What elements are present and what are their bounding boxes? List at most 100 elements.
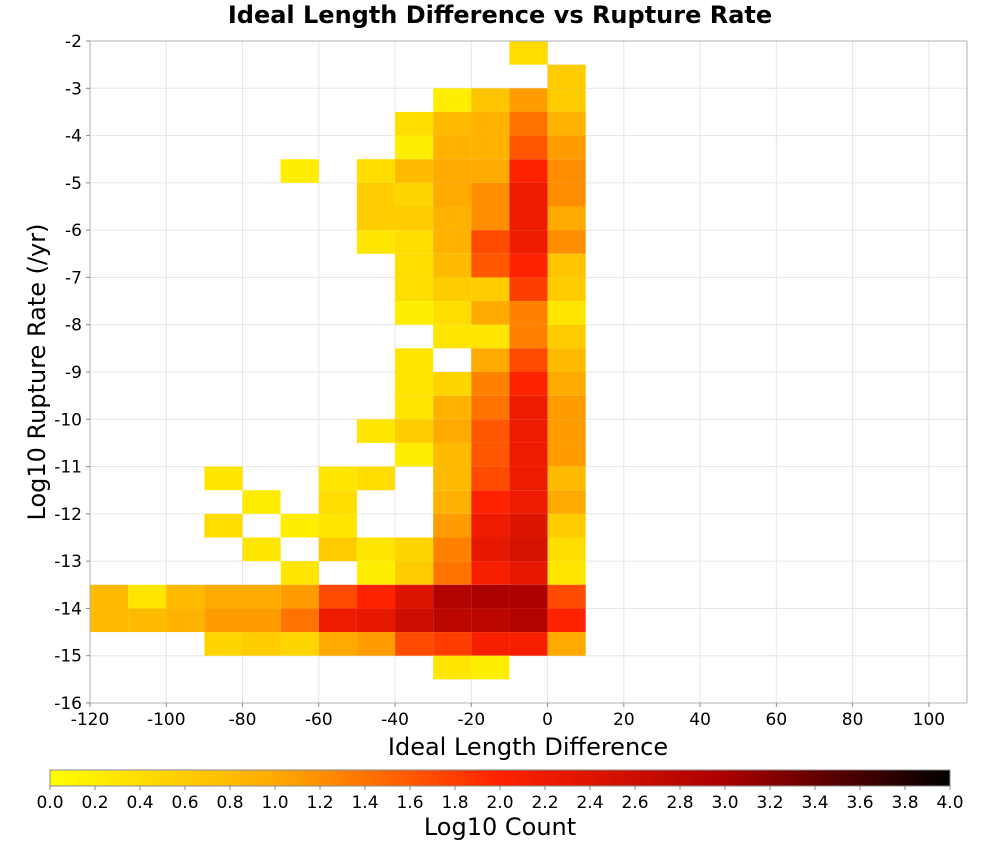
heatmap-cell <box>509 372 548 396</box>
heatmap-cell <box>280 159 319 183</box>
heatmap-cell <box>433 135 472 160</box>
heatmap-cell <box>433 230 472 254</box>
heatmap-cell <box>433 490 472 514</box>
heatmap-cell <box>547 324 586 349</box>
heatmap-cell <box>471 490 510 514</box>
colorbar-tick-label: 0.4 <box>126 793 153 813</box>
heatmap-cell <box>356 230 396 254</box>
heatmap-cell <box>471 632 510 656</box>
heatmap-cell <box>509 41 548 65</box>
heatmap-cell <box>471 419 510 443</box>
heatmap-cell <box>547 206 586 231</box>
heatmap-cell <box>433 111 472 136</box>
heatmap-cell <box>395 253 434 278</box>
heatmap-cells <box>90 41 586 680</box>
heatmap-cell <box>433 372 472 396</box>
heatmap-cell <box>395 584 434 609</box>
heatmap-cell <box>509 395 548 420</box>
heatmap-cell <box>547 561 586 585</box>
heatmap-cell <box>509 584 548 609</box>
heatmap-cell <box>242 537 281 562</box>
heatmap-cell <box>395 182 434 207</box>
heatmap-cell <box>433 608 472 633</box>
heatmap-cell <box>547 159 586 183</box>
heatmap-cell <box>242 632 281 656</box>
colorbar-tick-label: 1.6 <box>396 793 423 813</box>
heatmap-cell <box>509 419 548 443</box>
heatmap-cell <box>318 466 357 491</box>
heatmap-cell <box>280 608 319 633</box>
heatmap-cell <box>509 561 548 585</box>
heatmap-cell <box>395 277 434 302</box>
heatmap-cell <box>547 230 586 254</box>
heatmap-cell <box>433 206 472 231</box>
heatmap-cell <box>128 584 167 609</box>
x-tick-label: 40 <box>689 710 711 730</box>
heatmap-cell <box>433 513 472 538</box>
heatmap-cell <box>318 537 357 562</box>
heatmap-cell <box>204 584 243 609</box>
heatmap-cell <box>433 277 472 302</box>
y-tick-label: -16 <box>54 694 82 714</box>
heatmap-cell <box>509 608 548 633</box>
x-tick-label: 100 <box>913 710 945 730</box>
heatmap-cell <box>471 182 510 207</box>
heatmap-cell <box>242 490 281 514</box>
heatmap-cell <box>433 561 472 585</box>
heatmap-cell <box>280 632 319 656</box>
heatmap-cell <box>509 230 548 254</box>
heatmap-cell <box>547 442 586 467</box>
heatmap-cell <box>395 395 434 420</box>
heatmap-cell <box>471 159 510 183</box>
heatmap-cell <box>433 655 472 680</box>
x-tick-label: 80 <box>842 710 864 730</box>
y-tick-label: -3 <box>65 79 82 99</box>
heatmap-cell <box>471 88 510 112</box>
heatmap-cell <box>471 561 510 585</box>
heatmap-cell <box>318 584 357 609</box>
heatmap-cell <box>433 537 472 562</box>
colorbar-tick-label: 2.8 <box>666 793 693 813</box>
heatmap-cell <box>280 513 319 538</box>
y-tick-label: -14 <box>54 599 82 619</box>
y-tick-label: -9 <box>65 363 82 383</box>
heatmap-cell <box>471 608 510 633</box>
heatmap-cell <box>471 537 510 562</box>
heatmap-cell <box>356 584 396 609</box>
heatmap-cell <box>204 608 243 633</box>
heatmap-cell <box>318 608 357 633</box>
colorbar-tick-label: 0.0 <box>36 793 63 813</box>
heatmap-cell <box>395 111 434 136</box>
y-axis-ticks: -2 -3 -4 -5 -6 -7 -8 -9 -10 -11 -12 -13 -14 -15 -16 <box>54 32 90 714</box>
colorbar-tick-label: 0.8 <box>216 793 243 813</box>
heatmap-cell <box>356 537 396 562</box>
heatmap-cell <box>471 348 510 372</box>
heatmap-cell <box>509 277 548 302</box>
x-tick-label: -20 <box>457 710 485 730</box>
heatmap-cell <box>547 395 586 420</box>
heatmap-cell <box>395 230 434 254</box>
heatmap-cell <box>547 253 586 278</box>
heatmap-cell <box>395 608 434 633</box>
heatmap-cell <box>509 253 548 278</box>
colorbar-label: Log10 Count <box>424 813 576 841</box>
heatmap-cell <box>433 419 472 443</box>
heatmap-cell <box>242 608 281 633</box>
heatmap-cell <box>471 206 510 231</box>
heatmap-cell <box>509 324 548 349</box>
heatmap-cell <box>433 584 472 609</box>
heatmap-cell <box>395 206 434 231</box>
heatmap-cell <box>509 88 548 112</box>
heatmap-cell <box>547 182 586 207</box>
heatmap-cell <box>547 608 586 633</box>
heatmap-cell <box>433 88 472 112</box>
heatmap-cell <box>395 419 434 443</box>
colorbar-tick-label: 0.6 <box>171 793 198 813</box>
chart-title: Ideal Length Difference vs Rupture Rate <box>228 1 772 29</box>
heatmap-cell <box>356 206 396 231</box>
heatmap-cell <box>471 513 510 538</box>
heatmap-cell <box>509 537 548 562</box>
heatmap-cell <box>395 561 434 585</box>
heatmap-cell <box>509 159 548 183</box>
heatmap-cell <box>471 442 510 467</box>
